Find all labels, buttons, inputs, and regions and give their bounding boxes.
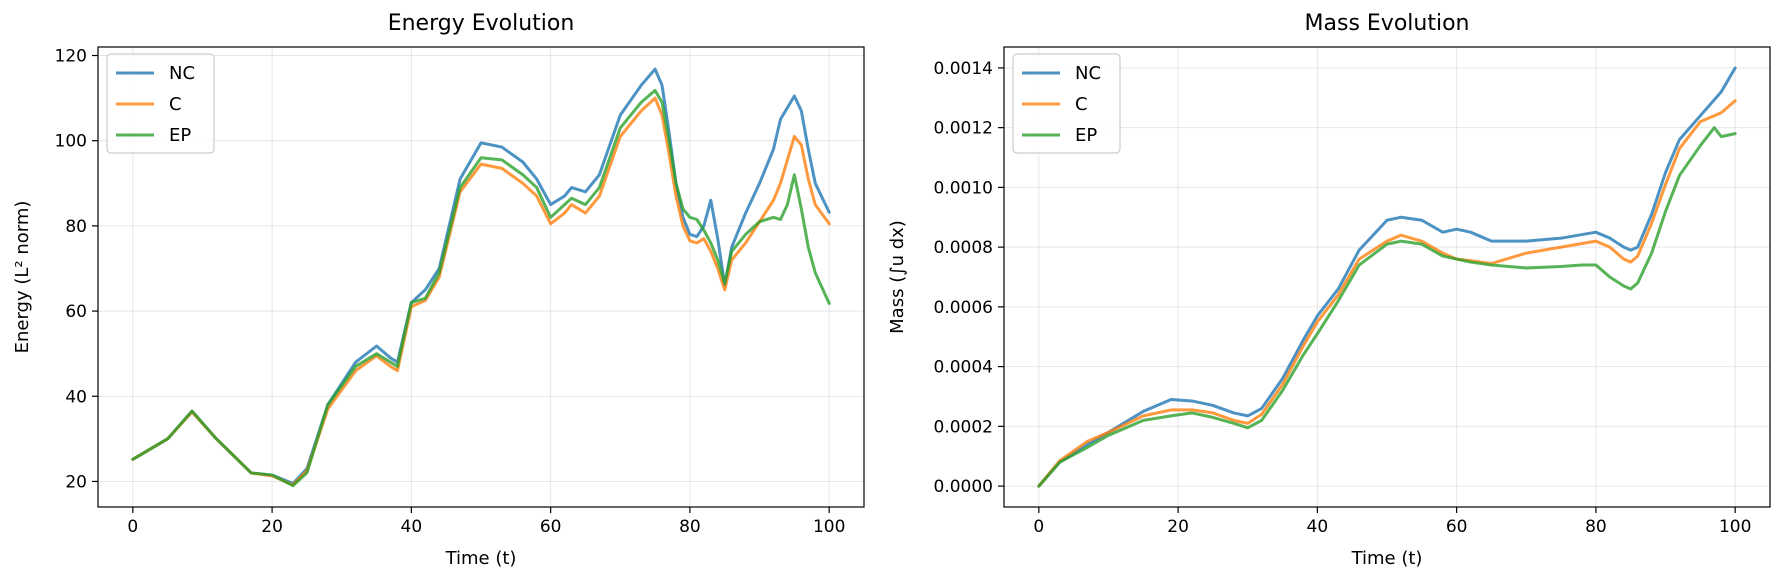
chart-1-ylabel: Mass (∫u dx)	[887, 220, 908, 334]
chart-1-xtick-label-4: 80	[1585, 517, 1607, 537]
mass-evolution-panel: 0 20 40 60 80 100 0.0000 0.0002 0.0004 0.0006 0.00…	[887, 11, 1771, 569]
chart-1-ytick-label-3: 0.0006	[934, 298, 993, 318]
chart-1-ytick-label-1: 0.0002	[934, 417, 993, 437]
chart-0-legend-label-c: C	[169, 94, 182, 115]
chart-0-legend-label-ep: EP	[169, 125, 191, 146]
chart-1-xtick-label-2: 40	[1307, 517, 1329, 537]
chart-0-series-ep	[131, 88, 831, 488]
chart-0-ytick-label-3: 80	[65, 217, 87, 237]
chart-1-legend-label-nc: NC	[1075, 63, 1101, 84]
chart-1-xtick-label-1: 20	[1167, 517, 1189, 537]
chart-1-title: Mass Evolution	[1305, 11, 1470, 36]
chart-0-xtick-label-2: 40	[401, 517, 423, 537]
chart-1-legend-label-c: C	[1075, 94, 1088, 115]
chart-0-ytick-label-0: 20	[65, 472, 87, 492]
chart-0-title: Energy Evolution	[388, 11, 575, 36]
chart-1-legend-box	[1012, 53, 1121, 154]
chart-1-legend-label-ep: EP	[1075, 125, 1097, 146]
chart-0-xtick-label-4: 80	[679, 517, 701, 537]
chart-1-axes-frame	[1003, 46, 1771, 508]
chart-1-ytick-label-7: 0.0014	[934, 59, 993, 79]
chart-0-ytick-label-1: 40	[65, 387, 87, 407]
chart-1-legend: NC C EP	[1012, 53, 1121, 154]
chart-0-xtick-label-0: 0	[127, 517, 138, 537]
chart-1-xlabel: Time (t)	[1351, 548, 1423, 569]
chart-1-xtick-label-5: 100	[1719, 517, 1751, 537]
chart-1-series-c	[1037, 99, 1737, 488]
chart-1-series-nc	[1037, 66, 1737, 488]
chart-1-xtick-label-0: 0	[1033, 517, 1044, 537]
chart-0-legend-label-nc: NC	[169, 63, 195, 84]
chart-0-xtick-label-5: 100	[813, 517, 845, 537]
chart-0-legend: NC C EP	[106, 53, 215, 154]
chart-0-xtick-label-3: 60	[540, 517, 562, 537]
chart-0-xlabel: Time (t)	[445, 548, 517, 569]
chart-1-ytick-label-4: 0.0008	[934, 238, 993, 258]
chart-0-ytick-label-4: 100	[55, 132, 87, 152]
chart-0-ytick-label-5: 120	[55, 47, 87, 67]
chart-1-ytick-label-2: 0.0004	[934, 358, 993, 378]
chart-1-ytick-label-0: 0.0000	[934, 477, 993, 497]
chart-1-xtick-label-3: 60	[1446, 517, 1468, 537]
chart-1-ytick-label-6: 0.0012	[934, 119, 993, 139]
chart-0-legend-box	[106, 53, 215, 154]
chart-1-series-ep	[1037, 126, 1737, 488]
chart-0-ylabel: Energy (L² norm)	[12, 201, 33, 354]
chart-0-axes-frame	[97, 46, 865, 508]
chart-0-xtick-label-1: 20	[261, 517, 283, 537]
chart-0-ytick-label-2: 60	[65, 302, 87, 322]
energy-evolution-panel: 0 20 40 60 80 100 20 40 60 80 100 120 Energy Evoluti…	[12, 11, 865, 569]
chart-1-ytick-label-5: 0.0010	[934, 178, 993, 198]
